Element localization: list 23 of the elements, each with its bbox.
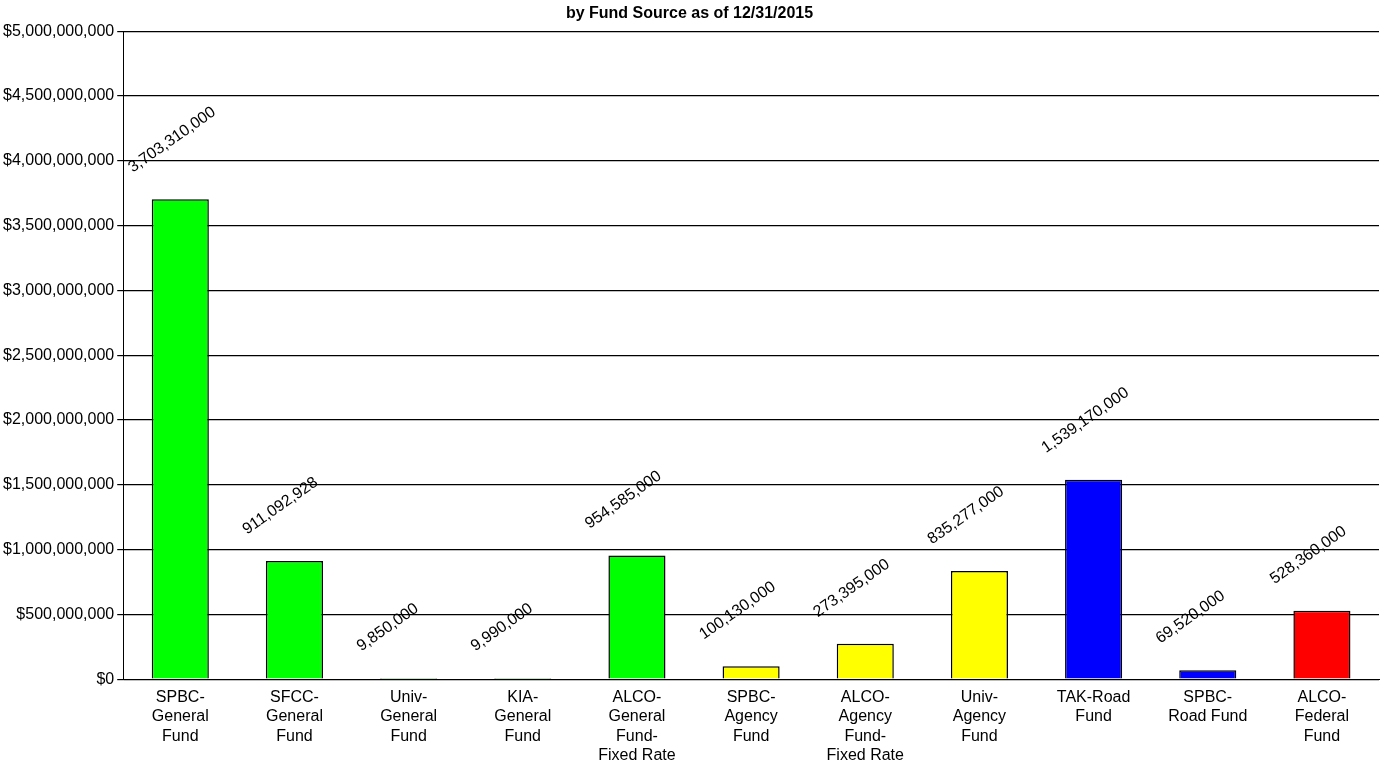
x-tick-label: TAK-Road Fund (1056, 688, 1131, 725)
y-tick-label: $4,500,000,000 (3, 86, 115, 104)
x-tick-label: ALCO- Federal Fund (1294, 688, 1350, 744)
x-tick-label: KIA- General Fund (494, 688, 552, 744)
y-tick-label: $1,500,000,000 (3, 475, 115, 493)
x-tick-label: SPBC- Agency Fund (724, 688, 778, 744)
x-tick-label: SPBC- Road Fund (1168, 688, 1248, 725)
x-tick-label: ALCO- General Fund- Fixed Rate (598, 688, 676, 763)
x-tick-label: SPBC- General Fund (151, 688, 209, 744)
y-tick-label: $4,000,000,000 (3, 151, 115, 169)
chart-title: by Fund Source as of 12/31/2015 (565, 4, 814, 22)
y-tick-label: $500,000,000 (16, 604, 115, 622)
y-tick-label: $1,000,000,000 (3, 540, 115, 558)
y-tick-label: $3,500,000,000 (3, 216, 115, 234)
y-tick-label: $5,000,000,000 (3, 21, 115, 39)
y-tick-label: $0 (96, 669, 115, 687)
x-tick-label: ALCO- Agency Fund- Fixed Rate (826, 688, 905, 763)
x-tick-label: Univ- General Fund (380, 688, 438, 744)
x-tick-label: Univ- Agency Fund (952, 688, 1007, 744)
y-tick-label: $3,000,000,000 (3, 280, 115, 298)
y-tick-label: $2,500,000,000 (3, 345, 115, 363)
y-tick-label: $2,000,000,000 (3, 410, 115, 428)
x-tick-label: SFCC- General Fund (266, 688, 323, 744)
